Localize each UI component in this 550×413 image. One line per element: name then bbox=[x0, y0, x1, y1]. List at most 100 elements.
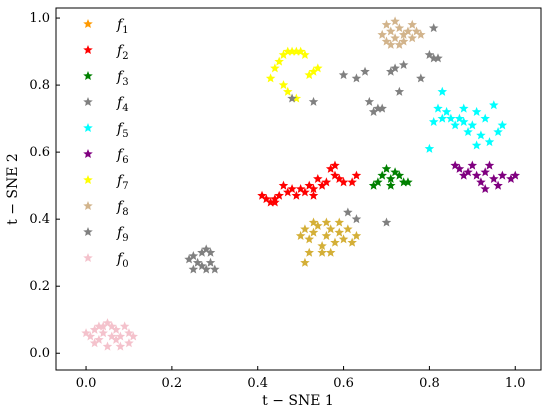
data-point bbox=[458, 103, 469, 113]
series-f6 bbox=[450, 160, 520, 194]
series-f4 bbox=[343, 66, 392, 227]
data-point bbox=[398, 177, 409, 187]
data-point bbox=[283, 46, 293, 56]
data-point bbox=[184, 254, 194, 264]
data-point bbox=[471, 140, 482, 150]
data-point bbox=[394, 23, 405, 33]
data-point bbox=[480, 184, 490, 194]
data-point bbox=[308, 190, 319, 200]
data-point bbox=[317, 240, 327, 251]
data-point bbox=[480, 113, 490, 123]
data-point bbox=[386, 66, 396, 76]
data-point bbox=[360, 66, 370, 76]
data-point bbox=[403, 26, 413, 36]
legend-item-f9: f9 bbox=[83, 225, 129, 244]
legend-item-f7: f7 bbox=[83, 173, 129, 192]
legend-marker bbox=[83, 175, 93, 185]
data-point bbox=[85, 331, 96, 341]
data-point bbox=[428, 116, 439, 127]
data-point bbox=[308, 227, 319, 237]
data-point bbox=[304, 247, 314, 257]
data-point bbox=[497, 170, 508, 180]
data-point bbox=[300, 224, 310, 234]
data-point bbox=[270, 197, 280, 207]
data-point bbox=[325, 163, 336, 173]
data-point bbox=[313, 63, 323, 73]
legend-marker bbox=[83, 71, 93, 81]
data-point bbox=[89, 338, 100, 348]
legend-marker bbox=[83, 123, 93, 133]
data-point bbox=[278, 49, 289, 59]
legend-marker bbox=[83, 19, 93, 29]
data-point bbox=[304, 180, 314, 190]
data-point bbox=[394, 86, 405, 96]
series-f8 bbox=[377, 16, 426, 49]
legend-label: f2 bbox=[116, 43, 129, 62]
data-point bbox=[257, 190, 267, 200]
data-point bbox=[476, 177, 486, 187]
data-point bbox=[111, 334, 121, 344]
data-point bbox=[295, 46, 306, 56]
data-point bbox=[330, 160, 340, 170]
data-point bbox=[124, 328, 134, 338]
data-point bbox=[128, 331, 139, 341]
data-point bbox=[351, 230, 362, 240]
data-point bbox=[381, 217, 392, 227]
series-f7 bbox=[265, 46, 323, 103]
data-point bbox=[317, 247, 327, 257]
data-point bbox=[407, 33, 417, 43]
data-point bbox=[450, 120, 460, 130]
data-point bbox=[119, 321, 130, 331]
data-point bbox=[493, 180, 503, 190]
data-point bbox=[304, 70, 314, 80]
data-point bbox=[325, 224, 336, 234]
data-point bbox=[115, 331, 126, 341]
data-point bbox=[265, 197, 276, 207]
axis-ticks: 0.0 0.2 0.4 0.6 0.8 1.0 0.0 0.2 0.4 0.6 0.8 1.0 bbox=[29, 11, 525, 391]
data-point bbox=[334, 217, 345, 227]
data-point bbox=[270, 63, 280, 73]
y-tick-label: 0.8 bbox=[29, 78, 50, 93]
legend-item-f5: f5 bbox=[83, 121, 129, 140]
data-point bbox=[347, 237, 357, 247]
data-point bbox=[386, 39, 396, 49]
data-point bbox=[295, 184, 306, 194]
data-point bbox=[390, 16, 400, 26]
data-point bbox=[377, 170, 387, 180]
data-point bbox=[210, 264, 220, 274]
data-point bbox=[347, 177, 357, 187]
data-point bbox=[308, 66, 319, 76]
data-point bbox=[81, 328, 91, 338]
series-f9 bbox=[184, 23, 443, 274]
plot-area-frame bbox=[55, 7, 542, 371]
data-point bbox=[300, 257, 310, 267]
series-f5 bbox=[424, 86, 508, 153]
legend-label: f5 bbox=[116, 121, 129, 140]
data-point bbox=[308, 217, 319, 227]
data-point bbox=[394, 170, 405, 180]
data-point bbox=[308, 96, 319, 106]
data-point bbox=[334, 227, 345, 237]
data-point bbox=[265, 73, 276, 83]
data-point bbox=[205, 257, 216, 267]
data-point bbox=[407, 19, 417, 29]
data-point bbox=[338, 70, 349, 80]
legend-label: f3 bbox=[116, 69, 129, 88]
data-point bbox=[107, 331, 117, 341]
data-point bbox=[338, 177, 349, 187]
data-point bbox=[381, 163, 392, 173]
data-point bbox=[390, 33, 400, 43]
data-point bbox=[497, 120, 508, 130]
series-f2 bbox=[257, 160, 362, 207]
data-point bbox=[274, 190, 284, 200]
data-point bbox=[364, 96, 375, 106]
data-point bbox=[398, 59, 409, 70]
legend-label: f4 bbox=[116, 95, 129, 114]
data-point bbox=[111, 324, 121, 334]
data-point bbox=[437, 113, 448, 123]
data-point bbox=[205, 247, 216, 257]
data-point bbox=[428, 23, 439, 33]
legend-marker bbox=[83, 149, 93, 159]
data-point bbox=[94, 334, 104, 344]
